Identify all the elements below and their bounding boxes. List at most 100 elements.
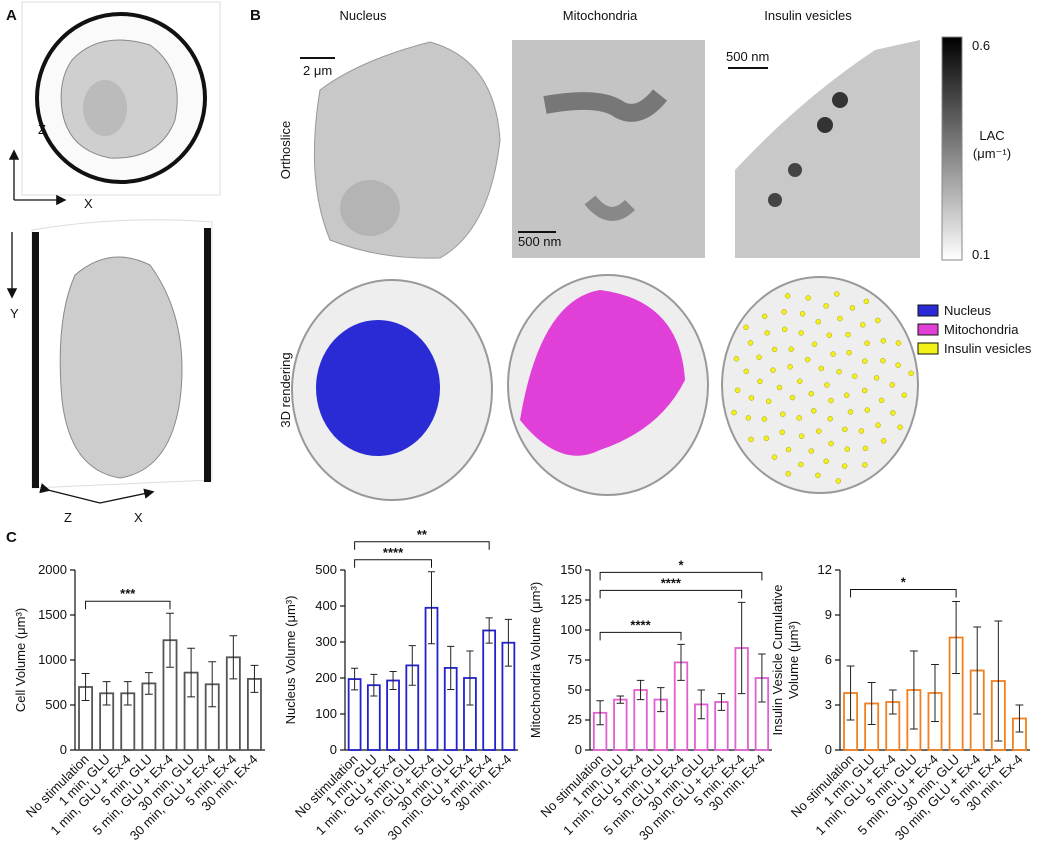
column-header: Insulin vesicles xyxy=(764,8,852,23)
error-bar xyxy=(485,617,493,644)
vesicle-dot xyxy=(880,438,887,444)
vesicle-dot xyxy=(841,463,848,469)
error-bar xyxy=(888,689,897,715)
error-bar xyxy=(867,682,876,725)
error-bar xyxy=(504,618,512,667)
vesicle-dot xyxy=(811,408,817,414)
vesicle-dot xyxy=(747,340,754,346)
vesicle-dot xyxy=(889,382,895,388)
error-bar xyxy=(123,681,132,706)
vesicle-dot xyxy=(811,341,818,347)
legend-label: Nucleus xyxy=(944,303,991,318)
row-header: 3D rendering xyxy=(278,352,293,427)
vesicle-dot xyxy=(844,446,850,452)
vesicle-dot xyxy=(878,397,885,404)
error-bar xyxy=(616,695,625,704)
error-bar xyxy=(931,664,939,722)
error-bar xyxy=(229,635,238,680)
error-bar xyxy=(427,571,436,645)
y-tick-label: 50 xyxy=(568,682,582,697)
legend-swatch xyxy=(917,342,939,355)
panel-label: C xyxy=(6,529,17,546)
vesicle-dot xyxy=(804,356,811,363)
significance-label: **** xyxy=(630,617,651,632)
y-tick-label: 1000 xyxy=(38,652,67,667)
vesicle-dot xyxy=(864,407,870,413)
axis-label: Z xyxy=(38,122,46,137)
vesicle-dot xyxy=(757,378,763,385)
vesicle-dot xyxy=(897,424,903,430)
error-bar xyxy=(1015,704,1024,733)
scale-label: 2 μm xyxy=(303,63,332,78)
y-axis-label: Nucleus Volume (μm³) xyxy=(283,596,298,725)
vesicle-dot xyxy=(780,411,786,417)
vesicle xyxy=(768,193,782,207)
vesicle-dot xyxy=(815,319,821,325)
vesicle-dot xyxy=(847,409,854,415)
y-tick-label: 0 xyxy=(825,742,832,757)
vesicle-dot xyxy=(734,387,741,394)
vesicle-dot xyxy=(890,410,896,416)
vesicle-dot xyxy=(763,435,770,442)
vesicle-dot xyxy=(828,397,834,404)
vesicle-dot xyxy=(784,293,791,299)
legend-swatch xyxy=(917,304,939,317)
y-tick-label: 3 xyxy=(825,697,832,712)
colorbar-min: 0.1 xyxy=(972,247,990,262)
panel-label: A xyxy=(6,7,17,24)
y-axis-label: Insulin Vesicle Cumulative xyxy=(770,584,785,735)
error-bar xyxy=(166,612,174,668)
vesicle-dot xyxy=(852,373,858,379)
significance-bracket xyxy=(599,571,763,581)
axis-arrow xyxy=(39,483,155,504)
vesicle-dot xyxy=(808,448,815,454)
cell-rendering xyxy=(721,276,919,494)
vesicle-dot xyxy=(835,478,841,484)
vesicle-dot xyxy=(785,471,791,477)
nucleus-rendering xyxy=(316,320,440,456)
vesicle xyxy=(817,117,833,133)
vesicle-dot xyxy=(827,416,833,422)
y-tick-label: 0 xyxy=(60,742,67,757)
mitochondria-orthoslice xyxy=(512,40,705,258)
y-tick-label: 500 xyxy=(315,562,337,577)
vesicle-dot xyxy=(824,382,830,388)
vesicle-dot xyxy=(818,365,825,372)
error-bar xyxy=(208,661,217,708)
axis-label: X xyxy=(84,196,93,211)
significance-label: **** xyxy=(383,545,404,560)
axis-label: Z xyxy=(64,510,72,525)
significance-bracket xyxy=(354,541,490,550)
significance-bracket xyxy=(354,559,432,568)
significance-label: *** xyxy=(120,586,136,601)
vesicle-dot xyxy=(779,429,785,435)
vesicle xyxy=(788,163,802,177)
y-tick-label: 6 xyxy=(825,652,832,667)
vesicle-dot xyxy=(797,378,803,384)
vesicle-dot xyxy=(745,415,752,421)
y-tick-label: 100 xyxy=(315,706,337,721)
legend-swatch xyxy=(917,323,939,336)
bar xyxy=(613,698,628,751)
vesicle-orthoslice xyxy=(735,40,920,258)
vesicle-dot xyxy=(748,436,754,443)
vesicle-dot xyxy=(860,322,866,328)
vesicle-dot xyxy=(788,346,794,352)
y-tick-label: 25 xyxy=(568,712,582,727)
error-bar xyxy=(389,671,397,691)
vesicle-dot xyxy=(799,311,806,317)
error-bar xyxy=(717,693,726,711)
cell-image xyxy=(59,256,183,479)
vesicle-dot xyxy=(781,326,788,333)
y-tick-label: 400 xyxy=(315,598,337,613)
y-tick-label: 300 xyxy=(315,634,337,649)
y-tick-label: 150 xyxy=(560,562,582,577)
significance-bracket xyxy=(850,589,957,598)
mitochondrion xyxy=(584,195,635,221)
significance-label: **** xyxy=(661,575,682,590)
vesicle-dot xyxy=(843,392,850,398)
vesicle-dot xyxy=(805,295,811,301)
bar xyxy=(386,679,400,751)
vesicle-dot xyxy=(880,338,887,344)
